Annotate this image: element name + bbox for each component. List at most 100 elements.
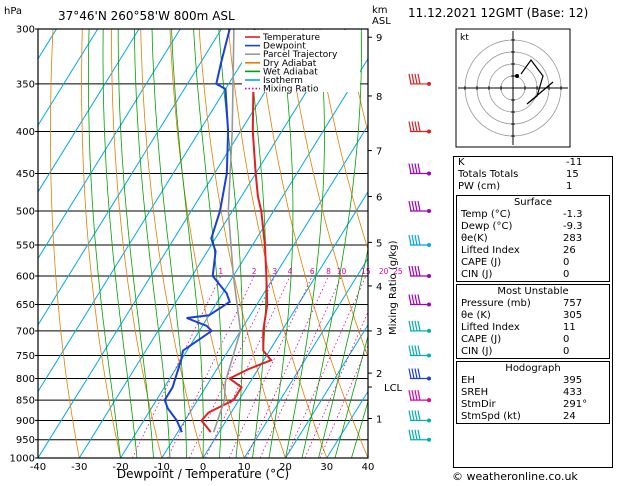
- isotherm-line: [38, 29, 99, 127]
- wind-barb: [408, 163, 431, 176]
- legend-label: Dewpoint: [263, 42, 306, 52]
- mixing-ratio-label: 6: [310, 267, 315, 276]
- mixing-ratio-line: [304, 310, 368, 458]
- unstable-label: CAPE (J): [461, 334, 502, 345]
- wet-adiabat-line: [351, 400, 368, 458]
- hodograph-storm-marker: [515, 74, 519, 78]
- k-index-label: K: [458, 157, 465, 168]
- series-temperature: [200, 29, 273, 433]
- pressure-tick-label: 750: [16, 351, 35, 362]
- unstable-row: θe (K) 305: [457, 310, 609, 322]
- km-tick-label: 3: [376, 327, 382, 338]
- wet-adiabat-line: [218, 29, 243, 458]
- series-dewpoint: [163, 29, 231, 433]
- hodograph-label: StmDir: [461, 399, 496, 410]
- temperature-tick-label: 30: [320, 462, 333, 473]
- lcl-label: LCL: [384, 383, 403, 394]
- surface-label: Lifted Index: [461, 245, 520, 256]
- legend-label: Mixing Ratio: [263, 85, 319, 95]
- wind-barb: [408, 73, 431, 86]
- pressure-tick-label: 600: [16, 271, 35, 282]
- pw-row: PW (cm) 1: [454, 181, 612, 193]
- km-tick-label: 8: [376, 92, 382, 103]
- hpa-unit-label: hPa: [4, 6, 22, 17]
- surface-value: -1.3: [563, 209, 583, 220]
- mixing-ratio-line: [319, 344, 368, 458]
- dry-adiabat-line: [50, 29, 80, 458]
- wet-adiabat-line: [102, 29, 138, 458]
- unstable-row: Lifted Index 11: [457, 322, 609, 334]
- surface-value: -9.3: [563, 221, 583, 232]
- pw-value: 1: [566, 181, 573, 192]
- hodograph-value: 433: [563, 387, 583, 398]
- hodograph-title: Hodograph: [505, 363, 561, 374]
- unstable-value: 757: [563, 298, 583, 309]
- wind-barb: [408, 429, 431, 442]
- km-tick-label: 4: [376, 282, 382, 293]
- isotherm-line: [202, 190, 368, 458]
- temperature-tick-label: -30: [71, 462, 87, 473]
- temperature-tick-label: 40: [362, 462, 375, 473]
- copyright-label: © weatheronline.co.uk: [452, 470, 578, 483]
- surface-row: Dewp (°C) -9.3: [457, 221, 609, 233]
- pressure-tick-label: 450: [16, 169, 35, 180]
- wind-barb: [408, 389, 431, 403]
- dry-adiabat-line: [257, 29, 368, 458]
- unstable-value: 305: [563, 310, 583, 321]
- surface-value: 283: [563, 233, 583, 244]
- dry-adiabat-line: [111, 29, 163, 458]
- plot-area: [38, 29, 368, 458]
- surface-row: θe(K) 283: [457, 233, 609, 245]
- surface-row: CAPE (J) 0: [457, 257, 609, 269]
- dry-adiabat-line: [286, 29, 368, 358]
- pressure-tick-label: 550: [16, 240, 35, 251]
- wind-barb: [408, 410, 431, 423]
- isotherm-line: [243, 257, 368, 458]
- hodograph-value: 291°: [563, 399, 588, 410]
- hodograph-row: StmSpd (kt) 24: [457, 411, 609, 423]
- isotherm-line: [285, 323, 368, 458]
- mixing-ratio-label: 3: [272, 267, 277, 276]
- wet-adiabat-line: [151, 29, 187, 458]
- km-tick-label: 9: [376, 33, 382, 44]
- wind-barb: [408, 345, 431, 358]
- wind-barb: [408, 294, 431, 307]
- unstable-row: CIN (J) 0: [457, 346, 609, 358]
- pressure-tick-label: 350: [16, 79, 35, 90]
- x-axis-label: Dewpoint / Temperature (°C): [117, 467, 289, 481]
- surface-label: CIN (J): [461, 269, 493, 280]
- k-index-row: K -11: [454, 157, 612, 169]
- isotherm-line: [38, 29, 181, 260]
- dry-adiabat-line: [169, 29, 245, 458]
- totals-value: 15: [566, 169, 579, 180]
- dry-adiabat-line: [315, 29, 368, 251]
- wet-adiabat-line: [334, 334, 368, 458]
- isotherm-line: [38, 29, 264, 393]
- series-parcel-trajectory: [212, 29, 242, 433]
- datetime-label: 11.12.2021 12GMT (Base: 12): [408, 6, 589, 20]
- temperature-tick-label: 0: [200, 462, 206, 473]
- unstable-label: Pressure (mb): [461, 298, 531, 309]
- unstable-label: Lifted Index: [461, 322, 520, 333]
- temperature-tick-label: -10: [154, 462, 170, 473]
- km-tick-label: 5: [376, 238, 382, 249]
- pressure-tick-label: 500: [16, 207, 35, 218]
- dry-adiabat-line: [140, 29, 204, 458]
- km-tick-label: 1: [376, 414, 382, 425]
- hodograph-label: StmSpd (kt): [461, 411, 521, 422]
- pressure-tick-label: 850: [16, 396, 35, 407]
- legend-label: Isotherm: [263, 76, 303, 86]
- mixing-ratio-label: 2: [252, 267, 257, 276]
- surface-row: Temp (°C) -1.3: [457, 209, 609, 221]
- legend-label: Wet Adiabat: [263, 67, 318, 77]
- hodograph-unit-label: kt: [460, 33, 469, 43]
- mixing-ratio-label: 4: [288, 267, 293, 276]
- pressure-tick-label: 900: [16, 416, 35, 427]
- unstable-value: 11: [563, 322, 576, 333]
- surface-label: Temp (°C): [461, 209, 511, 220]
- unstable-row: Pressure (mb) 757: [457, 298, 609, 310]
- wet-adiabat-line: [88, 29, 121, 458]
- pressure-tick-label: 800: [16, 374, 35, 385]
- unstable-row: CAPE (J) 0: [457, 334, 609, 346]
